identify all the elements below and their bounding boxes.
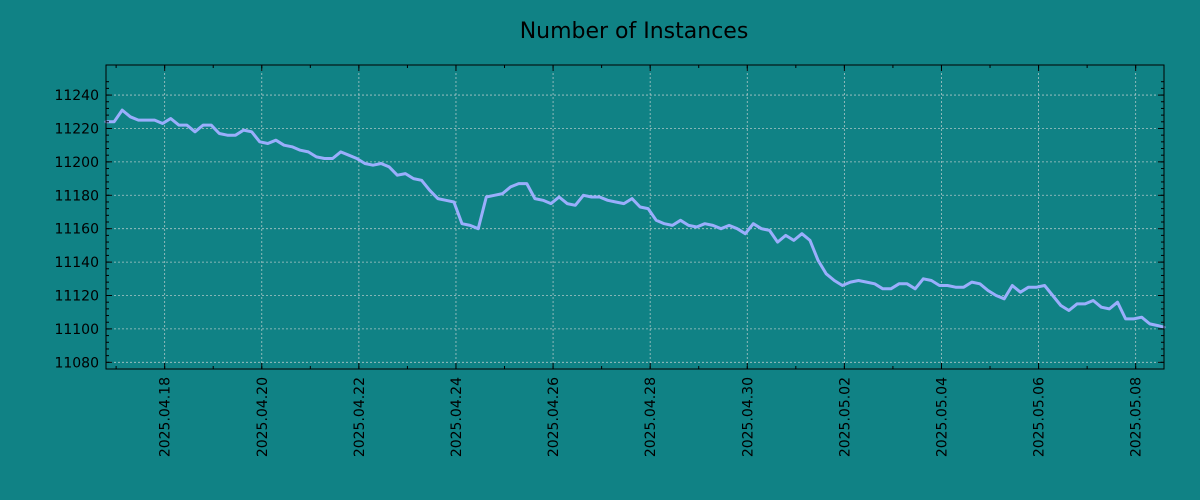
x-tick-label: 2025.04.28 — [643, 377, 659, 457]
x-tick-label: 2025.05.06 — [1032, 377, 1048, 457]
x-tick-label: 2025.04.20 — [255, 377, 271, 457]
x-tick-label: 2025.05.04 — [934, 377, 950, 457]
x-axis-tick-labels: 2025.04.18 2025.04.20 2025.04.22 2025.04.24… — [158, 377, 1145, 457]
x-tick-label: 2025.05.08 — [1129, 377, 1145, 457]
x-tick-label: 2025.04.30 — [740, 377, 756, 457]
series-layer — [104, 108, 1166, 329]
y-tick-label: 11100 — [54, 322, 99, 338]
y-tick-label: 11140 — [54, 255, 99, 271]
x-tick-label: 2025.04.24 — [449, 377, 465, 457]
y-tick-label: 11180 — [54, 188, 99, 204]
chart-title: Number of Instances — [520, 19, 749, 44]
y-tick-label: 11240 — [54, 88, 99, 104]
y-tick-label: 11120 — [54, 289, 99, 305]
x-tick-label: 2025.04.22 — [352, 377, 368, 457]
y-tick-label: 11220 — [54, 121, 99, 137]
y-tick-label: 11080 — [54, 355, 99, 371]
grid-lines — [106, 65, 1164, 369]
y-tick-label: 11160 — [54, 222, 99, 238]
y-tick-label: 11200 — [54, 155, 99, 171]
x-tick-label: 2025.05.02 — [837, 377, 853, 457]
x-tick-label: 2025.04.26 — [546, 377, 562, 457]
y-axis-tick-labels: 11080 11100 11120 11140 11160 11180 11200 11220… — [54, 88, 99, 371]
plot-frame — [105, 64, 1165, 370]
series-line-instances — [104, 108, 1166, 329]
axis-ticks — [106, 65, 1164, 369]
x-tick-label: 2025.04.18 — [158, 377, 174, 457]
